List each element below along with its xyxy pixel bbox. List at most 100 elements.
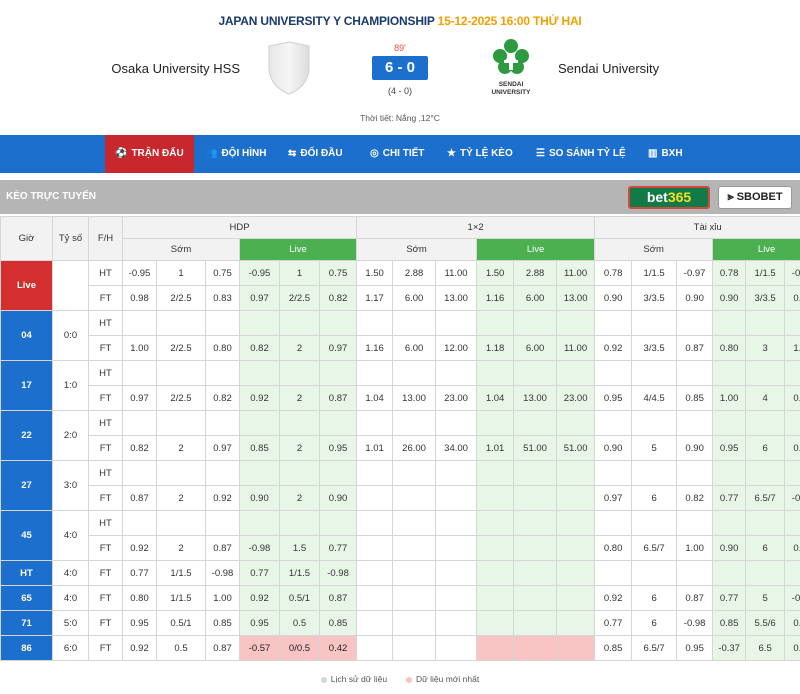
odds-cell[interactable]: 3/3.5 bbox=[745, 285, 786, 311]
odds-cell[interactable]: 0.98 bbox=[122, 285, 157, 311]
odds-cell[interactable]: 0.5/1 bbox=[279, 585, 320, 611]
odds-cell[interactable]: 13.00 bbox=[556, 285, 596, 311]
odds-cell[interactable]: 1.17 bbox=[356, 285, 394, 311]
odds-cell[interactable]: 0.75 bbox=[205, 260, 240, 286]
odds-cell[interactable]: 1.00 bbox=[205, 585, 240, 611]
odds-cell[interactable]: 1.18 bbox=[476, 335, 515, 361]
odds-cell[interactable]: 6.00 bbox=[513, 285, 558, 311]
odds-cell[interactable]: -0.57 bbox=[239, 635, 280, 661]
odds-cell[interactable]: -0.98 bbox=[676, 610, 714, 636]
odds-cell[interactable]: 0.95 bbox=[122, 610, 157, 636]
odds-cell[interactable]: 13.00 bbox=[513, 385, 558, 411]
odds-cell[interactable]: 0.90 bbox=[318, 485, 358, 511]
odds-cell[interactable]: 6 bbox=[631, 585, 678, 611]
odds-cell[interactable]: 0.5 bbox=[279, 610, 320, 636]
odds-cell[interactable]: 0.5/1 bbox=[156, 610, 206, 636]
odds-cell[interactable]: 1.16 bbox=[476, 285, 515, 311]
odds-cell[interactable]: 1/1.5 bbox=[156, 560, 206, 586]
odds-cell[interactable]: 1.50 bbox=[476, 260, 515, 286]
odds-cell[interactable]: 0.82 bbox=[122, 435, 157, 461]
odds-cell[interactable]: 1.01 bbox=[476, 435, 515, 461]
odds-cell[interactable]: 6 bbox=[745, 535, 786, 561]
odds-cell[interactable]: 26.00 bbox=[392, 435, 437, 461]
odds-cell[interactable]: 0.95 bbox=[239, 610, 280, 636]
odds-cell[interactable]: 6.00 bbox=[392, 285, 437, 311]
odds-cell[interactable]: 4/4.5 bbox=[631, 385, 678, 411]
odds-cell[interactable]: 1 bbox=[279, 260, 320, 286]
odds-cell[interactable]: 2/2.5 bbox=[156, 285, 206, 311]
odds-cell[interactable]: 0.77 bbox=[122, 560, 157, 586]
odds-cell[interactable]: 6.5/7 bbox=[745, 485, 786, 511]
odds-cell[interactable]: 0.92 bbox=[594, 585, 633, 611]
odds-cell[interactable]: 0/0.5 bbox=[279, 635, 320, 661]
odds-cell[interactable]: 0.95 bbox=[676, 635, 714, 661]
odds-cell[interactable]: 1 bbox=[156, 260, 206, 286]
odds-cell[interactable]: 2 bbox=[279, 335, 320, 361]
odds-cell[interactable]: 1.04 bbox=[476, 385, 515, 411]
odds-cell[interactable]: 0.92 bbox=[205, 485, 240, 511]
odds-cell[interactable]: 6.5 bbox=[745, 635, 786, 661]
odds-cell[interactable]: 0.97 bbox=[239, 285, 280, 311]
odds-cell[interactable]: 0.82 bbox=[205, 385, 240, 411]
odds-cell[interactable]: 0.87 bbox=[205, 635, 240, 661]
odds-cell[interactable]: 2 bbox=[156, 435, 206, 461]
tab-ty-le-keo[interactable]: ★ TỶ LỆ KÈO bbox=[447, 135, 513, 173]
tab-tran-dau[interactable]: ⚽ TRẬN ĐẤU bbox=[105, 135, 194, 173]
odds-cell[interactable]: 1.04 bbox=[356, 385, 394, 411]
odds-cell[interactable]: 0.90 bbox=[676, 435, 714, 461]
bet365-button[interactable]: bet365 bbox=[628, 186, 710, 209]
odds-cell[interactable]: 2 bbox=[156, 535, 206, 561]
odds-cell[interactable]: -0.98 bbox=[205, 560, 240, 586]
odds-cell[interactable]: 0.85 bbox=[594, 635, 633, 661]
odds-cell[interactable]: 0.87 bbox=[318, 385, 358, 411]
odds-cell[interactable]: 0.87 bbox=[676, 335, 714, 361]
odds-cell[interactable]: 2/2.5 bbox=[279, 285, 320, 311]
odds-cell[interactable]: 51.00 bbox=[513, 435, 558, 461]
odds-cell[interactable]: 2 bbox=[279, 485, 320, 511]
odds-cell[interactable]: 0.87 bbox=[676, 585, 714, 611]
odds-cell[interactable]: 0.90 bbox=[594, 285, 633, 311]
odds-cell[interactable]: 3 bbox=[745, 335, 786, 361]
odds-cell[interactable]: 0.77 bbox=[318, 535, 358, 561]
odds-cell[interactable]: 0.97 bbox=[594, 485, 633, 511]
odds-cell[interactable]: 0.85 bbox=[318, 610, 358, 636]
odds-cell[interactable]: 11.00 bbox=[435, 260, 478, 286]
odds-cell[interactable]: 0.80 bbox=[205, 335, 240, 361]
odds-cell[interactable]: 0.95 bbox=[712, 435, 747, 461]
odds-cell[interactable]: 0.97 bbox=[205, 435, 240, 461]
odds-cell[interactable]: 0.77 bbox=[239, 560, 280, 586]
odds-cell[interactable]: 2 bbox=[279, 385, 320, 411]
odds-cell[interactable]: 6.00 bbox=[392, 335, 437, 361]
odds-cell[interactable]: -0.97 bbox=[676, 260, 714, 286]
odds-cell[interactable]: 0.26 bbox=[784, 635, 800, 661]
odds-cell[interactable]: 0.87 bbox=[205, 535, 240, 561]
odds-cell[interactable]: 1/1.5 bbox=[745, 260, 786, 286]
odds-cell[interactable]: 23.00 bbox=[556, 385, 596, 411]
odds-cell[interactable]: 0.85 bbox=[784, 435, 800, 461]
odds-cell[interactable]: 2 bbox=[279, 435, 320, 461]
odds-cell[interactable]: 0.80 bbox=[122, 585, 157, 611]
odds-cell[interactable]: 34.00 bbox=[435, 435, 478, 461]
odds-cell[interactable]: -0.95 bbox=[239, 260, 280, 286]
odds-cell[interactable]: 0.82 bbox=[676, 485, 714, 511]
odds-cell[interactable]: 0.77 bbox=[594, 610, 633, 636]
odds-cell[interactable]: 1.00 bbox=[712, 385, 747, 411]
tab-doi-dau[interactable]: ⇆ ĐỐI ĐẦU bbox=[288, 135, 343, 173]
odds-cell[interactable]: 2/2.5 bbox=[156, 335, 206, 361]
odds-cell[interactable]: 1.00 bbox=[676, 535, 714, 561]
odds-cell[interactable]: 3/3.5 bbox=[631, 335, 678, 361]
odds-cell[interactable]: 0.78 bbox=[594, 260, 633, 286]
odds-cell[interactable]: 0.95 bbox=[318, 435, 358, 461]
tab-so-sanh-ty-le[interactable]: ☰ SO SÁNH TỶ LỆ bbox=[536, 135, 626, 173]
odds-cell[interactable]: 0.85 bbox=[205, 610, 240, 636]
odds-cell[interactable]: 0.80 bbox=[784, 385, 800, 411]
odds-cell[interactable]: 0.90 bbox=[784, 285, 800, 311]
odds-cell[interactable]: 0.87 bbox=[318, 585, 358, 611]
odds-cell[interactable]: 0.77 bbox=[712, 585, 747, 611]
tab-bxh[interactable]: ▥ BXH bbox=[648, 135, 683, 173]
odds-cell[interactable]: 1.00 bbox=[122, 335, 157, 361]
odds-cell[interactable]: 0.80 bbox=[712, 335, 747, 361]
odds-cell[interactable]: 0.80 bbox=[594, 535, 633, 561]
odds-cell[interactable]: 2/2.5 bbox=[156, 385, 206, 411]
odds-cell[interactable]: 13.00 bbox=[435, 285, 478, 311]
